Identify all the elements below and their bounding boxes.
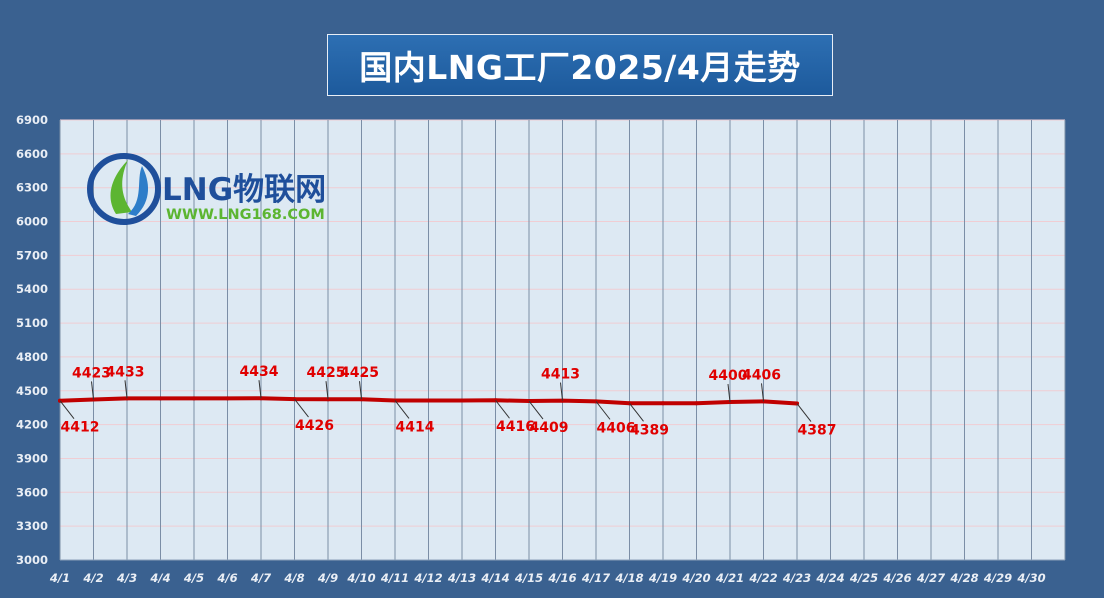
x-tick-label: 4/7 [250,571,271,585]
data-label: 4425 [307,365,346,381]
leader-line [727,383,731,403]
x-tick-label: 4/27 [916,571,945,585]
logo-circle-icon [87,153,161,225]
y-tick-label: 5100 [16,316,48,330]
data-label: 4416 [496,419,535,435]
y-tick-label: 5400 [16,282,48,296]
data-label: 4423 [72,365,111,381]
data-label: 4409 [530,420,569,436]
x-axis-ticks: 4/1 4/2 4/3 4/4 4/5 4/6 4/7 4/8 4/9 4/10 4/11 4/12 4… [49,571,1046,585]
x-tick-label: 4/5 [183,571,204,585]
leader-line [294,398,309,418]
y-tick-label: 6600 [16,147,48,161]
logo-brand: LNG物联网 [162,172,326,208]
x-tick-label: 4/1 [49,571,70,585]
x-tick-label: 4/26 [882,571,911,585]
data-label: 4433 [106,364,145,380]
x-tick-label: 4/12 [413,571,442,585]
y-tick-label: 4800 [16,350,48,364]
x-tick-label: 4/8 [283,571,304,585]
y-axis-ticks: 3000 3300 3600 3900 4200 4500 4800 5100 5400 5700… [16,113,48,567]
data-label: 4406 [742,367,781,383]
x-tick-label: 4/15 [514,571,543,585]
x-tick-label: 4/28 [949,571,978,585]
x-tick-label: 4/23 [782,571,811,585]
vertical-gridlines [59,120,1066,561]
logo: LNG物联网 WWW.LNG168.COM [87,153,326,225]
x-tick-label: 4/29 [983,571,1012,585]
y-tick-label: 4200 [16,418,48,432]
data-point [192,396,196,401]
x-tick-label: 4/10 [346,571,375,585]
data-label: 4389 [630,422,669,438]
x-tick-label: 4/6 [216,571,237,585]
y-tick-label: 4500 [16,384,48,398]
data-label: 4412 [61,420,100,436]
data-label: 4400 [709,368,748,384]
leader-line [91,381,94,400]
leader-line [59,400,75,420]
x-tick-label: 4/18 [614,571,643,585]
x-tick-label: 4/4 [149,571,170,585]
data-point [694,401,699,406]
y-tick-label: 3900 [16,451,48,465]
x-tick-label: 4/14 [480,571,509,585]
data-label: 4426 [295,418,334,434]
data-label: 4387 [798,423,837,439]
logo-leaf-icon [110,160,132,214]
y-tick-label: 5700 [16,248,48,262]
x-tick-label: 4/9 [317,571,338,585]
data-label: 4414 [396,419,435,435]
logo-flame-icon [128,166,149,216]
x-tick-label: 4/13 [447,571,476,585]
x-tick-label: 4/2 [82,571,103,585]
x-tick-label: 4/25 [849,571,878,585]
x-tick-label: 4/30 [1016,571,1045,585]
x-tick-label: 4/17 [581,571,610,585]
leader-line [124,380,128,399]
x-tick-label: 4/20 [681,571,710,585]
data-point [661,401,665,406]
y-tick-label: 6000 [16,215,48,229]
x-tick-label: 4/21 [715,571,744,585]
logo-url: WWW.LNG168.COM [166,207,325,223]
data-point [225,396,230,401]
x-tick-label: 4/16 [547,571,576,585]
y-tick-label: 3600 [16,485,48,499]
y-tick-label: 3000 [16,553,48,567]
leader-line [258,380,262,399]
leader-line [394,400,410,419]
x-tick-label: 4/3 [116,571,137,585]
leader-line [629,402,644,422]
x-tick-label: 4/19 [648,571,677,585]
data-point [460,398,464,403]
leader-line [761,383,764,402]
data-label: 4413 [541,367,580,383]
series-line [58,396,799,406]
x-tick-label: 4/22 [748,571,777,585]
y-tick-label: 6300 [16,181,48,195]
x-tick-label: 4/11 [380,571,409,585]
x-tick-label: 4/24 [815,571,844,585]
y-tick-label: 3300 [16,519,48,533]
data-label: 4406 [597,420,636,436]
data-label: 4425 [340,365,379,381]
leader-line [595,401,611,420]
data-point [426,398,431,403]
leader-line [325,381,329,400]
chart-title: 国内LNG工厂2025/4月走势 [327,34,833,96]
leader-line [528,400,544,420]
leader-line [359,381,362,400]
data-label: 4434 [240,364,279,380]
y-tick-label: 6900 [16,113,48,127]
leader-line [796,403,812,422]
data-point [158,396,163,401]
leader-line [560,382,563,401]
leader-line [495,399,510,419]
